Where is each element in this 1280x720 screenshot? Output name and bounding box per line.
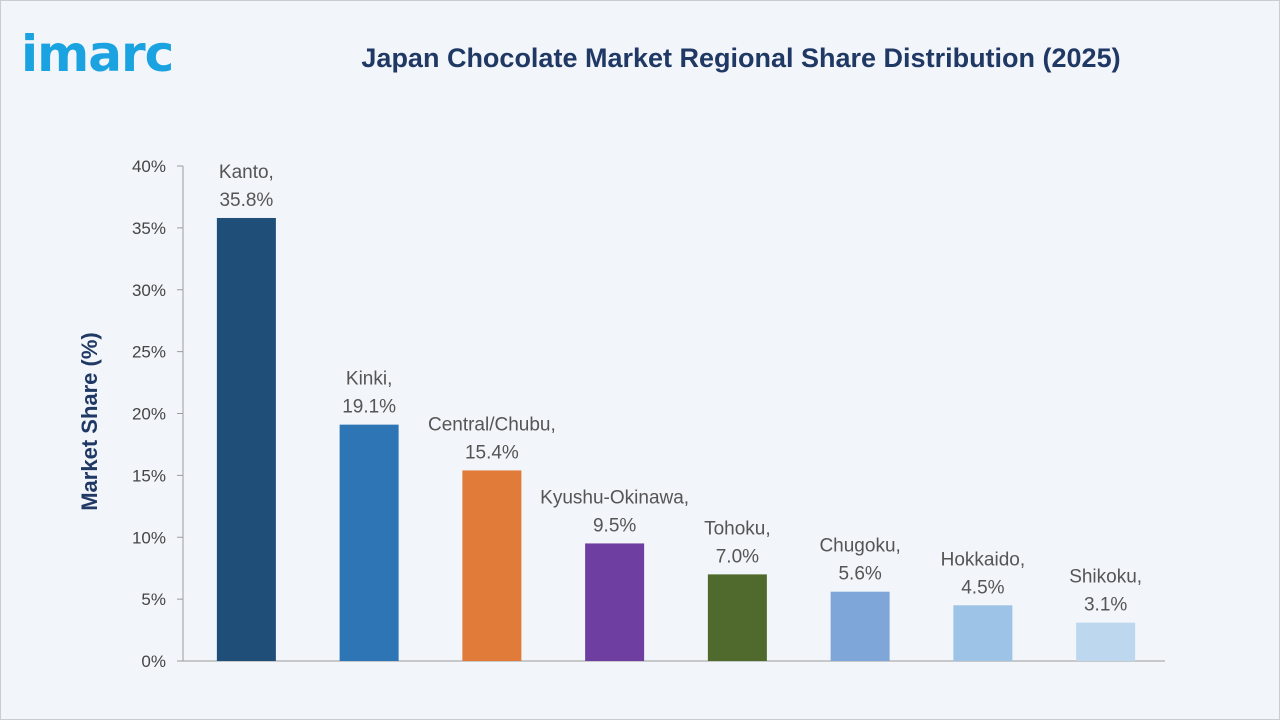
y-axis-title: Market Share (%): [77, 332, 102, 511]
data-label-category: Kyushu-Okinawa,: [540, 487, 689, 508]
bar-chugoku: [830, 591, 890, 661]
bar-tohoku: [707, 574, 767, 661]
data-label-category: Chugoku,: [819, 536, 900, 557]
data-label-category: Tohoku,: [704, 518, 771, 539]
data-label-value: 15.4%: [465, 442, 519, 463]
imarc-logo: imarc: [21, 25, 174, 83]
y-tick-label: 5%: [141, 590, 166, 609]
data-label-value: 19.1%: [342, 397, 396, 418]
y-tick-label: 35%: [132, 219, 166, 238]
y-tick-label: 15%: [132, 466, 166, 485]
bar-central-chubu: [462, 470, 522, 661]
bar-kinki: [339, 424, 399, 661]
bar-kyushu-okinawa: [585, 543, 645, 661]
data-label-category: Hokkaido,: [941, 549, 1026, 570]
chart-title: Japan Chocolate Market Regional Share Di…: [361, 43, 1121, 73]
y-tick-label: 0%: [141, 652, 166, 671]
data-label-value: 4.5%: [961, 577, 1004, 598]
y-tick-label: 40%: [132, 157, 166, 176]
data-label-category: Shikoku,: [1069, 567, 1142, 588]
data-label-value: 3.1%: [1084, 595, 1127, 616]
data-label-category: Central/Chubu,: [428, 414, 556, 435]
bar-hokkaido: [953, 605, 1013, 661]
data-label-value: 5.6%: [838, 564, 881, 585]
data-label-value: 9.5%: [593, 515, 636, 536]
y-tick-label: 30%: [132, 281, 166, 300]
y-tick-label: 25%: [132, 343, 166, 362]
data-label-value: 35.8%: [219, 190, 273, 211]
data-label-category: Kanto,: [219, 162, 274, 183]
data-label-category: Kinki,: [346, 369, 392, 390]
data-label-value: 7.0%: [716, 546, 759, 567]
y-tick-label: 10%: [132, 528, 166, 547]
bar-shikoku: [1076, 622, 1136, 661]
bar-kanto: [216, 217, 276, 661]
y-tick-label: 20%: [132, 405, 166, 424]
